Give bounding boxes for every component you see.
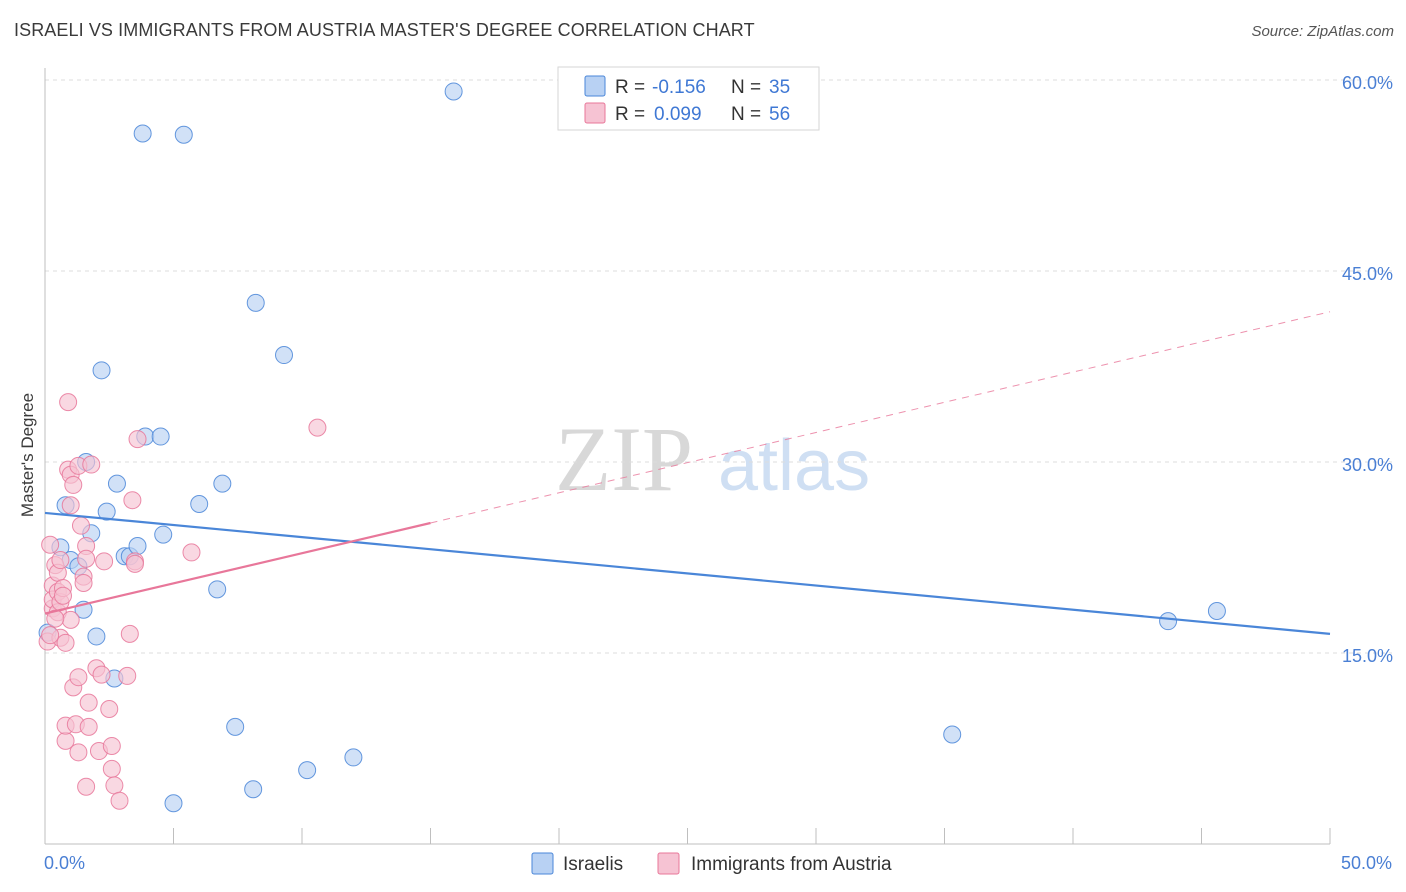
bottom-legend-label-austria: Immigrants from Austria (691, 854, 892, 875)
austria-point-46 (118, 666, 137, 685)
austria-point-11 (51, 551, 70, 570)
austria-point-30 (74, 573, 93, 592)
austria-point-47 (120, 624, 139, 643)
israelis-point-16 (151, 427, 170, 446)
israelis-point-19 (174, 125, 193, 144)
austria-point-27 (69, 743, 88, 762)
austria-point-54 (41, 626, 60, 645)
israelis-point-25 (244, 780, 263, 799)
stats-legend: R = -0.156 N = 35 R = 0.099 N = 56 (557, 66, 820, 131)
x-tick-label-min: 0.0% (44, 853, 85, 873)
israelis-point-13 (128, 537, 147, 556)
israelis-point-7 (87, 627, 106, 646)
bottom-legend-swatch-austria (657, 852, 680, 875)
israelis-point-21 (208, 580, 227, 599)
y-tick-label-30: 30.0% (1342, 455, 1393, 475)
y-tick-label-45: 45.0% (1342, 264, 1393, 284)
israelis-point-20 (190, 495, 209, 514)
israelis-point-30 (943, 725, 962, 744)
austria-point-17 (59, 393, 78, 412)
watermark-atlas: atlas (718, 426, 870, 506)
israelis-point-29 (444, 82, 463, 101)
austria-point-35 (79, 717, 98, 736)
austria-trend-line-dashed (430, 311, 1331, 524)
israelis-point-10 (107, 474, 126, 493)
israelis-point-15 (133, 124, 152, 143)
austria-point-20 (61, 496, 80, 515)
israelis-point-32 (1207, 601, 1226, 620)
austria-point-1 (41, 535, 60, 554)
bottom-legend-swatch-israelis (531, 852, 554, 875)
series-legend: Israelis Immigrants from Austria (531, 852, 892, 875)
israelis-point-9 (97, 502, 116, 521)
legend-r-value-israelis: -0.156 (652, 77, 706, 98)
y-tick-label-15: 15.0% (1342, 646, 1393, 666)
legend-r-value-austria: 0.099 (654, 104, 702, 125)
israelis-point-23 (226, 717, 245, 736)
chart-title: ISRAELI VS IMMIGRANTS FROM AUSTRIA MASTE… (14, 20, 755, 40)
israelis-point-8 (92, 361, 111, 380)
austria-point-52 (182, 543, 201, 562)
austria-point-45 (110, 791, 129, 810)
austria-point-13 (53, 586, 72, 605)
israelis-point-27 (298, 761, 317, 780)
legend-r-label-israelis: R = (615, 77, 645, 98)
austria-point-42 (102, 759, 121, 778)
austria-point-51 (128, 430, 147, 449)
israelis-point-22 (213, 474, 232, 493)
israelis-point-26 (275, 346, 294, 365)
legend-n-value-israelis: 35 (769, 77, 790, 98)
austria-trend-line-solid (44, 521, 431, 615)
legend-n-label-austria: N = (731, 104, 761, 125)
y-axis-label: Master's Degree (18, 393, 37, 517)
austria-point-26 (69, 668, 88, 687)
y-tick-labels: 15.0% 30.0% 45.0% 60.0% (1342, 73, 1393, 666)
austria-point-50 (125, 554, 144, 573)
source-label: Source: ZipAtlas.com (1251, 23, 1394, 40)
gridlines (45, 79, 1392, 654)
austria-point-43 (102, 736, 121, 755)
austria-point-32 (77, 549, 96, 568)
austria-point-22 (64, 475, 83, 494)
legend-swatch-austria (584, 102, 606, 124)
israelis-point-17 (154, 525, 173, 544)
israelis-point-31 (1159, 612, 1178, 631)
y-tick-label-60: 60.0% (1342, 73, 1393, 93)
austria-point-36 (82, 455, 101, 474)
trend-lines (44, 311, 1331, 635)
x-tick-marks (44, 828, 1331, 844)
israelis-point-28 (344, 748, 363, 767)
austria-point-39 (92, 665, 111, 684)
bottom-legend-label-israelis: Israelis (563, 854, 623, 875)
austria-point-53 (308, 418, 327, 437)
austria-point-44 (105, 776, 124, 795)
austria-point-48 (123, 491, 142, 510)
austria-point-34 (79, 693, 98, 712)
watermark-zip: ZIP (555, 408, 693, 510)
austria-point-14 (56, 633, 75, 652)
austria-point-33 (77, 777, 96, 796)
austria-point-40 (95, 552, 114, 571)
israelis-point-24 (246, 293, 265, 312)
austria-point-21 (61, 610, 80, 629)
data-points (38, 82, 1226, 813)
austria-point-41 (100, 700, 119, 719)
legend-swatch-israelis (584, 75, 606, 97)
legend-n-label-israelis: N = (731, 77, 761, 98)
israelis-point-18 (164, 794, 183, 813)
austria-point-28 (71, 516, 90, 535)
legend-r-label-austria: R = (615, 104, 645, 125)
x-tick-label-max: 50.0% (1341, 853, 1392, 873)
israelis-trend-line (44, 511, 1331, 635)
legend-n-value-austria: 56 (769, 104, 790, 125)
